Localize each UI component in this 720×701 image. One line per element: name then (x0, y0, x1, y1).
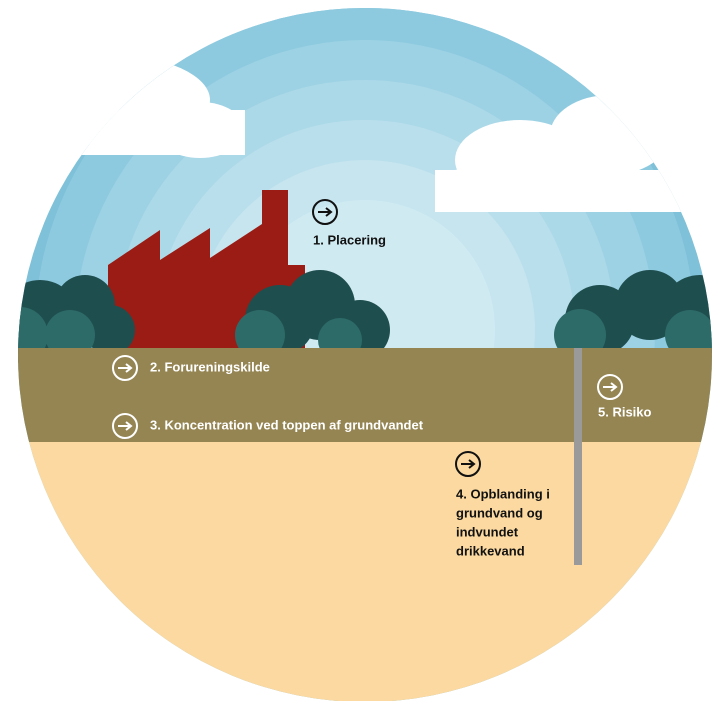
step-button[interactable]: 5. Risiko (597, 374, 652, 419)
step-button[interactable]: 4. Opblanding i grundvand og indvundet drik… (455, 451, 550, 558)
step-icon[interactable] (112, 413, 138, 439)
arrow (118, 363, 133, 373)
step-label: grundvand og (456, 505, 543, 520)
step-icon[interactable] (597, 374, 623, 400)
arrow (603, 382, 618, 392)
step-label: 3. Koncentration ved toppen af grundvand… (150, 417, 424, 432)
arrow (118, 421, 133, 431)
arrow (318, 207, 333, 217)
steps: 1. Placering 2. Forureningskilde 3. Koncen… (112, 199, 652, 558)
step-button[interactable]: 2. Forureningskilde (112, 355, 270, 381)
step-label: 4. Opblanding i (456, 486, 550, 501)
step-button[interactable]: 1. Placering (312, 199, 386, 247)
step-button[interactable]: 3. Koncentration ved toppen af grundvand… (112, 413, 424, 439)
step-label: drikkevand (456, 543, 525, 558)
step-label: 5. Risiko (598, 404, 652, 419)
step-icon[interactable] (112, 355, 138, 381)
soil-layer (18, 348, 712, 442)
step-icon[interactable] (455, 451, 481, 477)
step-icon[interactable] (312, 199, 338, 225)
step-label: indvundet (456, 524, 519, 539)
well (574, 348, 582, 565)
step-label: 1. Placering (313, 232, 386, 247)
step-label: 2. Forureningskilde (150, 359, 270, 374)
groundwater-layer (18, 442, 712, 701)
arrow (461, 459, 476, 469)
